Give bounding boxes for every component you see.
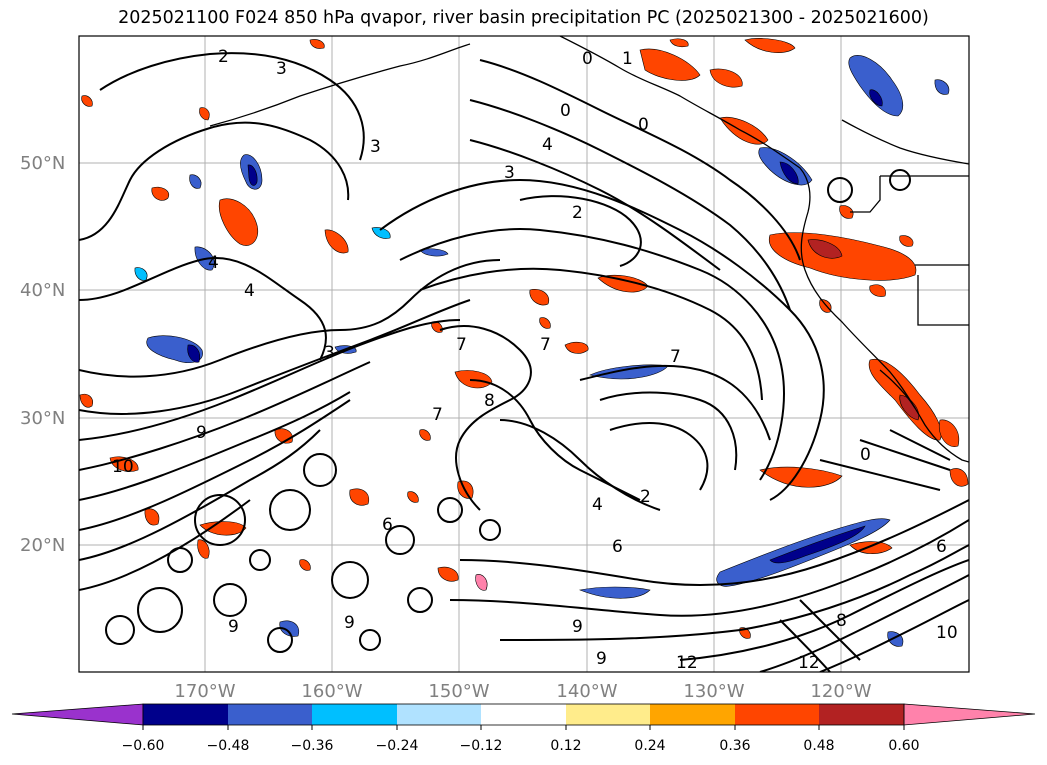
- contour-label: 7: [670, 347, 681, 367]
- contour-label: 2: [640, 487, 651, 507]
- contour-label: 9: [196, 423, 207, 443]
- contour-label: 8: [836, 611, 847, 631]
- colorbar-tick-label: 0.36: [719, 738, 750, 754]
- lat-labels: 50°N 40°N 30°N 20°N: [20, 153, 65, 556]
- lon-labels: 170°W 160°W 150°W 140°W 130°W 120°W: [174, 681, 871, 702]
- contour-label: 10: [936, 623, 958, 643]
- colorbar-segment: [650, 704, 735, 725]
- colorbar-segment: [397, 704, 481, 725]
- contour-labels: 2 3 3 0 1 0 4 0 3 2 4 4 3 7 7 7 7 8 9 10…: [112, 47, 958, 673]
- colorbar-segment: [735, 704, 819, 725]
- contour-label: 7: [432, 405, 443, 425]
- lon-label: 150°W: [428, 681, 489, 702]
- colorbar-segment: [819, 704, 904, 725]
- colorbar-tick-label: −0.36: [291, 738, 334, 754]
- map-panel: 2 3 3 0 1 0 4 0 3 2 4 4 3 7 7 7 7 8 9 10…: [79, 36, 969, 673]
- contour-label: 10: [112, 457, 134, 477]
- contour-label: 4: [244, 281, 255, 301]
- contour-label: 0: [638, 115, 649, 135]
- colorbar-tick-label: −0.24: [376, 738, 419, 754]
- colorbar-extend-right: [903, 703, 1036, 726]
- map-frame: [78, 35, 970, 673]
- colorbar-tick-label: 0.12: [550, 738, 581, 754]
- colorbar-tick-label: −0.60: [122, 738, 165, 754]
- contour-label: 7: [540, 335, 551, 355]
- lat-label: 50°N: [20, 153, 65, 174]
- contour-label: 6: [936, 537, 947, 557]
- map-title: 2025021100 F024 850 hPa qvapor, river ba…: [118, 8, 929, 28]
- colorbar-tick-label: 0.48: [803, 738, 834, 754]
- lon-label: 130°W: [683, 681, 744, 702]
- colorbar-segment: [143, 704, 228, 725]
- qvapor-contours: [79, 52, 969, 672]
- coastlines: [209, 36, 969, 463]
- contour-label: 4: [542, 135, 553, 155]
- lat-label: 40°N: [20, 280, 65, 301]
- lon-label: 140°W: [556, 681, 617, 702]
- colorbar-tick-label: −0.12: [460, 738, 503, 754]
- contour-label: 3: [504, 163, 515, 183]
- lat-label: 30°N: [20, 408, 65, 429]
- contour-label: 9: [572, 617, 583, 637]
- colorbar-segment: [228, 704, 312, 725]
- colorbar-segment: [566, 704, 650, 725]
- contour-label: 12: [798, 653, 820, 673]
- contour-label: 7: [456, 335, 467, 355]
- colorbar-tick-label: −0.48: [207, 738, 250, 754]
- lon-label: 120°W: [810, 681, 871, 702]
- colorbar-tick-label: 0.24: [634, 738, 665, 754]
- contour-label: 9: [344, 613, 355, 633]
- contour-label: 2: [218, 47, 229, 67]
- lat-label: 20°N: [20, 535, 65, 556]
- colorbar-segment: [312, 704, 397, 725]
- contour-label: 1: [622, 49, 633, 69]
- contour-label: 3: [370, 137, 381, 157]
- colorbar-tick-label: 0.60: [888, 738, 919, 754]
- contour-label: 4: [208, 253, 219, 273]
- contour-label: 9: [228, 617, 239, 637]
- contour-label: 9: [596, 649, 607, 669]
- contour-label: 0: [582, 49, 593, 69]
- contour-label: 12: [676, 653, 698, 673]
- contour-label: 4: [592, 495, 603, 515]
- contour-label: 0: [560, 101, 571, 121]
- precip-pc-fill: [79, 38, 969, 647]
- contour-label: 0: [860, 445, 871, 465]
- contour-label: 6: [382, 515, 393, 535]
- lon-label: 170°W: [174, 681, 235, 702]
- contour-label: 6: [612, 537, 623, 557]
- colorbar: −0.60 −0.48 −0.36 −0.24 −0.12 0.12 0.24 …: [11, 703, 1036, 754]
- lon-label: 160°W: [301, 681, 362, 702]
- colorbar-segment: [481, 704, 566, 725]
- contour-label: 2: [572, 203, 583, 223]
- contour-label: 3: [276, 59, 287, 79]
- contour-label: 8: [484, 391, 495, 411]
- contour-label: 3: [324, 343, 335, 363]
- colorbar-extend-left: [11, 703, 144, 726]
